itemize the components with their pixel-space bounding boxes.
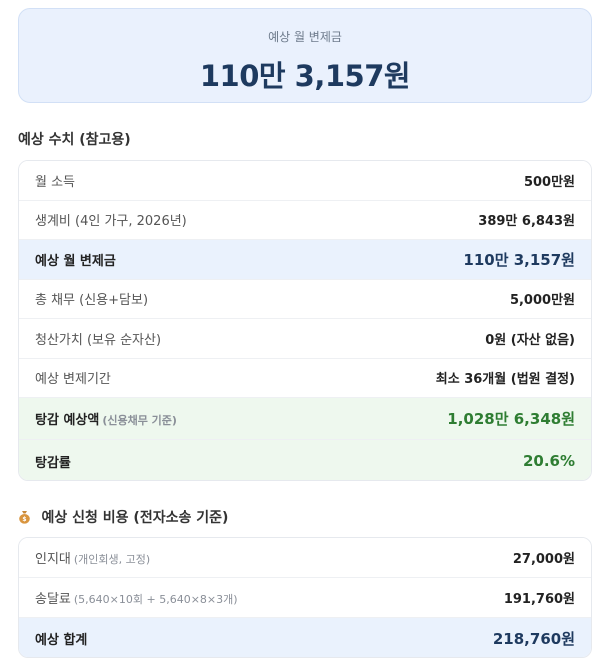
table-row: 월 소득 500만원: [19, 161, 591, 201]
row-value: 1,028만 6,348원: [447, 410, 575, 428]
estimates-section-title: 예상 수치 (참고용): [18, 132, 131, 148]
summary-amount: 110만 3,157원: [199, 59, 411, 93]
costs-section-title: $ 예상 신청 비용 (전자소송 기준): [18, 507, 228, 527]
table-row-forgiveness-rate: 탕감률 20.6%: [19, 440, 591, 480]
row-label: 송달료 (5,640×10회 + 5,640×8×3개): [35, 592, 238, 607]
row-value: 0원 (자산 없음): [485, 332, 575, 348]
row-sublabel: (개인회생, 고정): [73, 553, 151, 566]
row-value: 20.6%: [522, 452, 575, 470]
row-value: 218,760원: [492, 629, 575, 648]
row-sublabel: (신용채무 기준): [102, 414, 177, 427]
costs-table: 인지대 (개인회생, 고정) 27,000원 송달료 (5,640×10회 + 5,…: [18, 537, 592, 658]
row-value: 110만 3,157원: [463, 250, 575, 269]
monthly-payment-summary-card: 예상 월 변제금 110만 3,157원: [18, 8, 592, 103]
row-label: 탕감 예상액 (신용채무 기준): [35, 413, 177, 428]
row-value: 5,000만원: [509, 293, 575, 309]
money-bag-icon: $: [18, 511, 36, 526]
table-row: 생계비 (4인 가구, 2026년) 389만 6,843원: [19, 200, 591, 240]
estimates-table: 월 소득 500만원 생계비 (4인 가구, 2026년) 389만 6,843…: [18, 160, 592, 481]
row-label: 총 채무 (신용+담보): [35, 293, 149, 309]
row-label: 예상 변제기간: [35, 372, 111, 388]
row-label: 탕감률: [35, 455, 71, 471]
table-row-highlight: 예상 월 변제금 110만 3,157원: [19, 240, 591, 280]
row-value: 191,760원: [503, 592, 575, 607]
row-sublabel: (5,640×10회 + 5,640×8×3개): [73, 593, 238, 606]
row-label: 예상 합계: [35, 632, 88, 648]
table-row-forgiveness: 탕감 예상액 (신용채무 기준) 1,028만 6,348원: [19, 398, 591, 440]
table-row: 송달료 (5,640×10회 + 5,640×8×3개) 191,760원: [19, 578, 591, 618]
row-label: 예상 월 변제금: [35, 253, 116, 269]
table-row: 인지대 (개인회생, 고정) 27,000원: [19, 538, 591, 578]
row-label: 인지대 (개인회생, 고정): [35, 552, 151, 567]
row-value: 27,000원: [512, 552, 575, 567]
row-value: 500만원: [523, 174, 575, 190]
table-row: 예상 변제기간 최소 36개월 (법원 결정): [19, 358, 591, 398]
row-label: 생계비 (4인 가구, 2026년): [35, 214, 187, 230]
table-row: 청산가치 (보유 순자산) 0원 (자산 없음): [19, 319, 591, 359]
row-value: 최소 36개월 (법원 결정): [435, 372, 575, 388]
row-value: 389만 6,843원: [478, 214, 575, 230]
svg-text:$: $: [22, 516, 26, 523]
row-label: 청산가치 (보유 순자산): [35, 332, 162, 348]
table-row: 총 채무 (신용+담보) 5,000만원: [19, 279, 591, 319]
summary-label: 예상 월 변제금: [268, 30, 342, 44]
table-row-total: 예상 합계 218,760원: [19, 618, 591, 657]
row-label: 월 소득: [35, 174, 76, 190]
